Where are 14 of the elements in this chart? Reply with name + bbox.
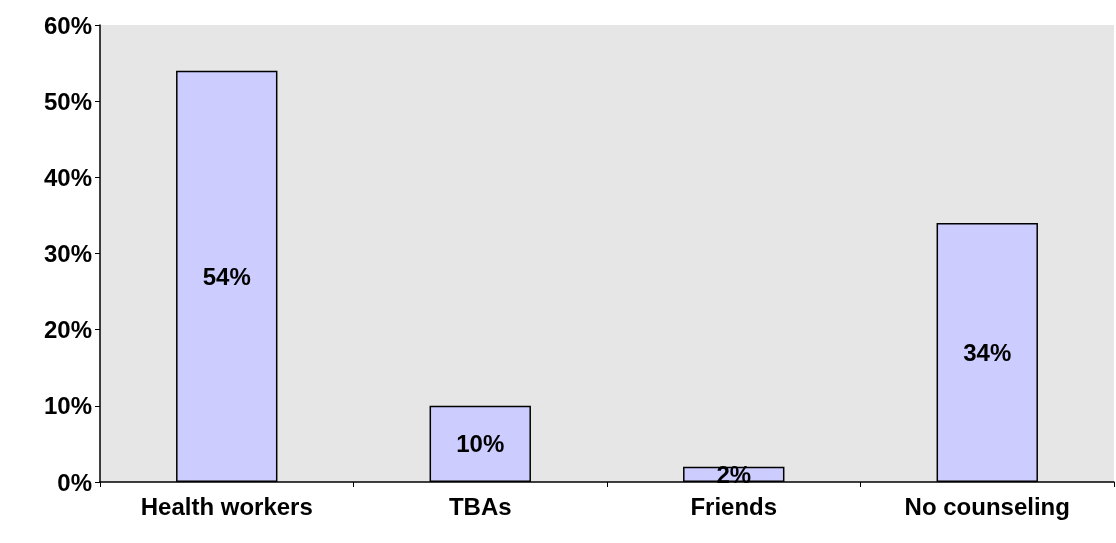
x-tick-label: Friends: [690, 492, 778, 520]
data-label: 54%: [202, 262, 251, 290]
x-tick-label: No counseling: [904, 492, 1070, 520]
y-tick-label: 0%: [57, 468, 92, 496]
y-tick-label: 40%: [43, 163, 92, 191]
x-tick-label: TBAs: [448, 492, 512, 520]
data-label: 10%: [456, 430, 505, 458]
y-tick-label: 20%: [43, 316, 92, 344]
y-tick-label: 10%: [43, 392, 92, 420]
y-tick-label: 50%: [43, 87, 92, 115]
x-tick-label: Health workers: [140, 492, 313, 520]
y-tick-label: 60%: [43, 11, 92, 39]
data-label: 34%: [963, 339, 1012, 367]
y-tick-label: 30%: [43, 240, 92, 267]
